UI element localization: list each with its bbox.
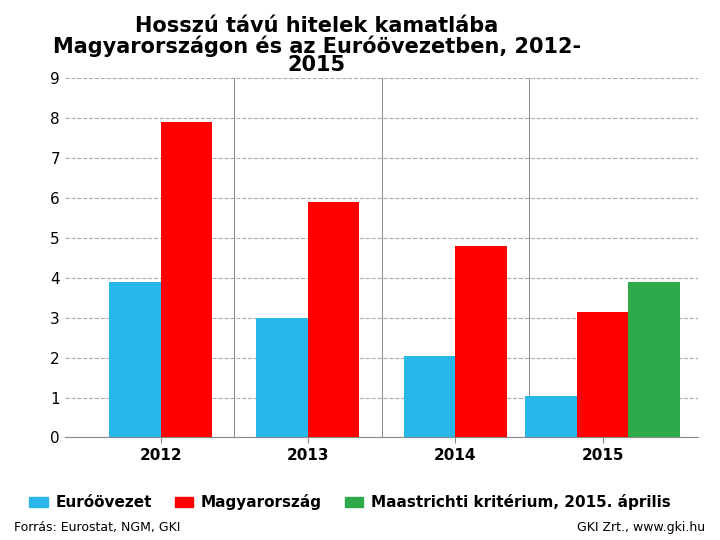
Text: Hosszú távú hitelek kamatlába: Hosszú távú hitelek kamatlába (135, 16, 498, 36)
Bar (526, 395, 577, 437)
Text: Forrás: Eurostat, NGM, GKI: Forrás: Eurostat, NGM, GKI (14, 521, 181, 534)
Bar (161, 122, 212, 437)
Bar (577, 312, 629, 437)
Text: Magyarországon és az Euróövezetben, 2012-: Magyarországon és az Euróövezetben, 2012… (53, 35, 581, 57)
Bar (629, 282, 680, 437)
Bar (256, 318, 308, 437)
Bar (404, 356, 455, 437)
Legend: Euróövezet, Magyarország, Maastrichti kritérium, 2015. április: Euróövezet, Magyarország, Maastrichti kr… (23, 488, 677, 516)
Text: 2015: 2015 (288, 55, 346, 75)
Bar (109, 282, 161, 437)
Bar (455, 246, 507, 437)
Text: GKI Zrt., www.gki.hu: GKI Zrt., www.gki.hu (577, 521, 706, 534)
Bar (308, 202, 359, 437)
